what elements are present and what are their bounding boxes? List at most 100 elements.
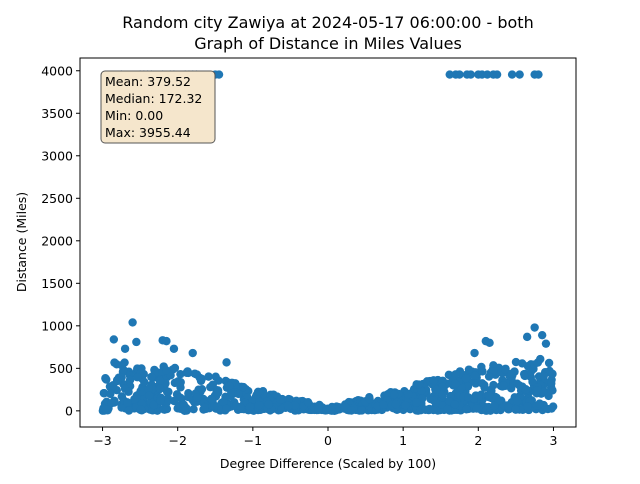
data-point [222, 404, 231, 413]
stats-box-background [100, 70, 216, 144]
data-point [365, 395, 374, 404]
data-point [451, 379, 460, 388]
data-point [421, 405, 430, 414]
x-tick-label: 0 [324, 433, 332, 448]
data-point [110, 358, 119, 367]
data-point [539, 371, 548, 381]
data-point [541, 339, 551, 348]
data-point [193, 393, 202, 402]
data-point [504, 402, 513, 412]
y-axis-ticks: 0 500 1000 1500 2000 2500 3000 3500 4000 [41, 63, 80, 418]
data-point [254, 401, 264, 410]
data-point [124, 387, 133, 396]
chart-title-line1: Random city Zawiya at 2024-05-17 06:00:0… [122, 13, 533, 32]
data-point [490, 401, 499, 411]
data-point [501, 365, 510, 374]
data-point [253, 387, 263, 397]
data-point [450, 400, 460, 409]
data-point [485, 338, 494, 348]
chart-title-line2: Graph of Distance in Miles Values [194, 34, 462, 53]
data-point [264, 400, 273, 409]
x-tick-label: 3 [549, 433, 557, 448]
stats-min: Min: 0.00 [105, 108, 163, 123]
data-point [123, 398, 132, 407]
data-point [429, 376, 438, 385]
data-point [457, 383, 466, 392]
data-point [276, 395, 285, 404]
data-point [404, 390, 413, 399]
data-point [162, 397, 172, 407]
data-point [197, 374, 206, 384]
data-point [466, 70, 475, 79]
data-point [489, 361, 498, 370]
data-point [102, 375, 111, 384]
data-point [303, 398, 313, 407]
data-point [412, 398, 421, 407]
data-point [547, 404, 556, 413]
data-point [520, 371, 529, 381]
stats-mean: Mean: 379.52 [105, 74, 191, 89]
data-point [197, 384, 207, 394]
data-point [200, 403, 209, 412]
data-point [183, 367, 192, 376]
data-point [284, 394, 293, 404]
data-point [102, 405, 111, 414]
data-point [204, 372, 213, 381]
data-point [511, 405, 520, 414]
data-point [140, 377, 149, 387]
data-point [429, 405, 438, 415]
data-point [162, 404, 172, 414]
data-point [190, 369, 200, 378]
data-point [117, 403, 126, 412]
data-point [245, 402, 255, 412]
data-point [512, 396, 522, 406]
data-point [156, 396, 165, 406]
data-point [529, 360, 539, 369]
data-point [400, 400, 410, 410]
data-point [530, 323, 539, 332]
data-point [107, 399, 116, 408]
data-point [162, 336, 171, 346]
data-point [169, 344, 179, 353]
data-point [507, 369, 516, 378]
data-point [492, 70, 502, 79]
data-point [120, 344, 130, 353]
data-point [132, 337, 141, 347]
data-point [290, 401, 300, 410]
data-point [470, 371, 480, 380]
data-point [523, 402, 532, 411]
y-tick-label: 1500 [41, 276, 73, 291]
data-point [414, 380, 424, 389]
data-point [451, 370, 460, 379]
data-point [547, 379, 556, 388]
y-axis-label: Distance (Miles) [14, 192, 29, 292]
data-point [464, 365, 474, 374]
data-point [462, 405, 471, 414]
stats-max: Max: 3955.44 [105, 125, 191, 140]
data-point [389, 390, 399, 399]
x-tick-label: −3 [93, 433, 111, 448]
data-point [169, 396, 179, 406]
y-tick-label: 3500 [41, 106, 73, 121]
data-point [477, 379, 487, 388]
data-point [149, 400, 158, 410]
data-point [515, 70, 524, 79]
data-point [528, 377, 537, 387]
y-tick-label: 4000 [41, 63, 73, 78]
data-point [109, 335, 119, 344]
data-point [218, 397, 228, 407]
stats-box: Mean: 379.52 Median: 172.32 Min: 0.00 Ma… [100, 70, 216, 144]
y-tick-label: 500 [49, 361, 73, 376]
data-point [432, 385, 441, 394]
x-axis-ticks: −3 −2 −1 0 1 2 3 [93, 427, 557, 448]
data-point [544, 358, 554, 368]
data-point [455, 70, 464, 79]
data-point [128, 318, 137, 327]
data-point [472, 404, 481, 413]
data-point [494, 396, 504, 405]
data-points [98, 70, 558, 415]
data-point [213, 388, 223, 397]
data-point [239, 382, 248, 392]
data-point [517, 359, 527, 368]
